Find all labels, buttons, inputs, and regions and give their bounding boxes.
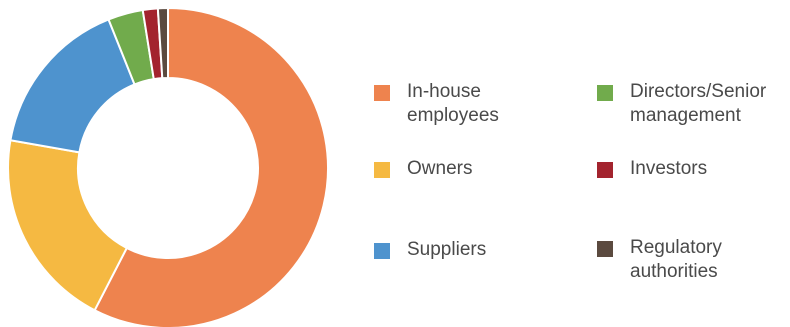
- legend-item-suppliers: Suppliers: [374, 238, 486, 262]
- donut-chart: [7, 6, 329, 327]
- legend-swatch-suppliers: [374, 243, 390, 259]
- legend-swatch-in-house-employees: [374, 85, 390, 101]
- legend-item-regulatory-authorities: Regulatory authorities: [597, 236, 722, 284]
- legend-swatch-directors-senior-management: [597, 85, 613, 101]
- legend-label-owners: Owners: [407, 158, 473, 179]
- legend-label-directors-senior-management: Directors/Senior management: [630, 81, 767, 126]
- legend-label-in-house-employees: In-house employees: [407, 81, 499, 126]
- legend-item-directors-senior-management: Directors/Senior management: [597, 80, 766, 128]
- legend-swatch-owners: [374, 162, 390, 178]
- legend-label-investors: Investors: [630, 158, 708, 179]
- slice-regulatory-authorities: [156, 6, 169, 80]
- slice-owners: [7, 139, 129, 312]
- legend-label-regulatory-authorities: Regulatory authorities: [630, 237, 722, 282]
- legend-item-in-house-employees: In-house employees: [374, 80, 499, 128]
- legend-swatch-investors: [597, 162, 613, 178]
- legend-swatch-regulatory-authorities: [597, 241, 613, 257]
- legend-item-owners: Owners: [374, 157, 472, 181]
- slice-in-house-employees: [93, 6, 329, 327]
- legend-item-investors: Investors: [597, 157, 707, 181]
- legend-label-suppliers: Suppliers: [407, 239, 487, 260]
